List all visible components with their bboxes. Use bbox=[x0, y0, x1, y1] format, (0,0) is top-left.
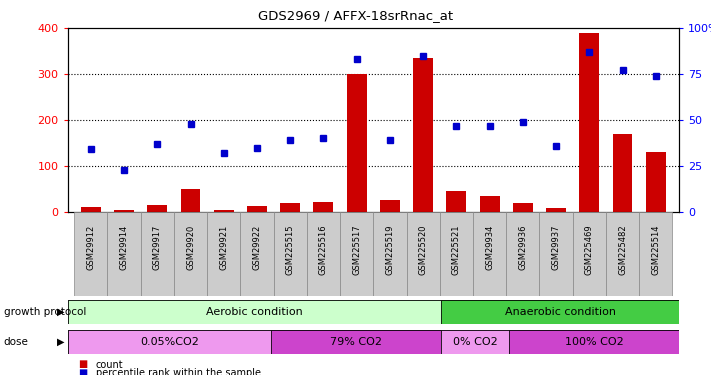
Bar bbox=[272, 330, 442, 354]
Bar bbox=[274, 212, 307, 296]
Text: count: count bbox=[96, 360, 124, 369]
Text: GSM225520: GSM225520 bbox=[419, 225, 427, 275]
Text: ■: ■ bbox=[78, 368, 87, 375]
Bar bbox=[74, 212, 107, 296]
Text: 79% CO2: 79% CO2 bbox=[331, 337, 383, 347]
Text: GSM225521: GSM225521 bbox=[452, 225, 461, 275]
Bar bbox=[606, 212, 639, 296]
Text: GSM225519: GSM225519 bbox=[385, 225, 395, 275]
Bar bbox=[68, 330, 272, 354]
Bar bbox=[546, 208, 566, 212]
Text: GSM29917: GSM29917 bbox=[153, 225, 162, 270]
Bar bbox=[540, 212, 572, 296]
Bar bbox=[207, 212, 240, 296]
Text: GSM29922: GSM29922 bbox=[252, 225, 262, 270]
Text: percentile rank within the sample: percentile rank within the sample bbox=[96, 368, 261, 375]
Bar bbox=[442, 300, 679, 324]
Bar bbox=[147, 205, 167, 212]
Bar bbox=[340, 212, 373, 296]
Bar bbox=[407, 212, 439, 296]
Text: Aerobic condition: Aerobic condition bbox=[206, 307, 303, 317]
Bar bbox=[373, 212, 407, 296]
Bar bbox=[181, 189, 201, 212]
Bar bbox=[639, 212, 673, 296]
Bar bbox=[214, 210, 234, 212]
Bar bbox=[114, 210, 134, 212]
Bar bbox=[572, 212, 606, 296]
Bar bbox=[240, 212, 274, 296]
Bar bbox=[107, 212, 141, 296]
Bar bbox=[473, 212, 506, 296]
Text: GSM29920: GSM29920 bbox=[186, 225, 195, 270]
Text: GSM225482: GSM225482 bbox=[618, 225, 627, 275]
Bar bbox=[646, 152, 665, 212]
Text: GSM29936: GSM29936 bbox=[518, 225, 528, 270]
Text: 100% CO2: 100% CO2 bbox=[565, 337, 624, 347]
Bar bbox=[247, 206, 267, 212]
Text: GSM29934: GSM29934 bbox=[485, 225, 494, 270]
Text: GSM29912: GSM29912 bbox=[86, 225, 95, 270]
Bar bbox=[442, 330, 509, 354]
Bar bbox=[513, 202, 533, 212]
Text: GSM29921: GSM29921 bbox=[219, 225, 228, 270]
Text: growth protocol: growth protocol bbox=[4, 307, 86, 317]
Text: 0.05%CO2: 0.05%CO2 bbox=[140, 337, 199, 347]
Text: GSM29914: GSM29914 bbox=[119, 225, 129, 270]
Bar bbox=[447, 191, 466, 212]
Bar bbox=[613, 134, 633, 212]
Bar bbox=[439, 212, 473, 296]
Text: 0% CO2: 0% CO2 bbox=[453, 337, 498, 347]
Bar bbox=[314, 202, 333, 212]
Text: Anaerobic condition: Anaerobic condition bbox=[505, 307, 616, 317]
Text: GSM29937: GSM29937 bbox=[552, 225, 560, 270]
Text: GSM225516: GSM225516 bbox=[319, 225, 328, 275]
Text: ■: ■ bbox=[78, 360, 87, 369]
Bar bbox=[579, 33, 599, 212]
Bar bbox=[307, 212, 340, 296]
Text: ▶: ▶ bbox=[56, 307, 64, 317]
Text: ▶: ▶ bbox=[56, 337, 64, 347]
Bar bbox=[413, 58, 433, 212]
Bar bbox=[141, 212, 174, 296]
Bar bbox=[280, 202, 300, 212]
Text: GSM225515: GSM225515 bbox=[286, 225, 294, 275]
Text: GSM225517: GSM225517 bbox=[352, 225, 361, 275]
Text: GSM225469: GSM225469 bbox=[584, 225, 594, 275]
Bar bbox=[380, 200, 400, 212]
Bar bbox=[509, 330, 679, 354]
Text: dose: dose bbox=[4, 337, 28, 347]
Bar bbox=[81, 207, 101, 212]
Bar bbox=[174, 212, 207, 296]
Bar bbox=[347, 74, 367, 212]
Bar bbox=[68, 300, 442, 324]
Bar bbox=[480, 196, 500, 212]
Text: GDS2969 / AFFX-18srRnac_at: GDS2969 / AFFX-18srRnac_at bbox=[258, 9, 453, 22]
Text: GSM225514: GSM225514 bbox=[651, 225, 661, 275]
Bar bbox=[506, 212, 540, 296]
